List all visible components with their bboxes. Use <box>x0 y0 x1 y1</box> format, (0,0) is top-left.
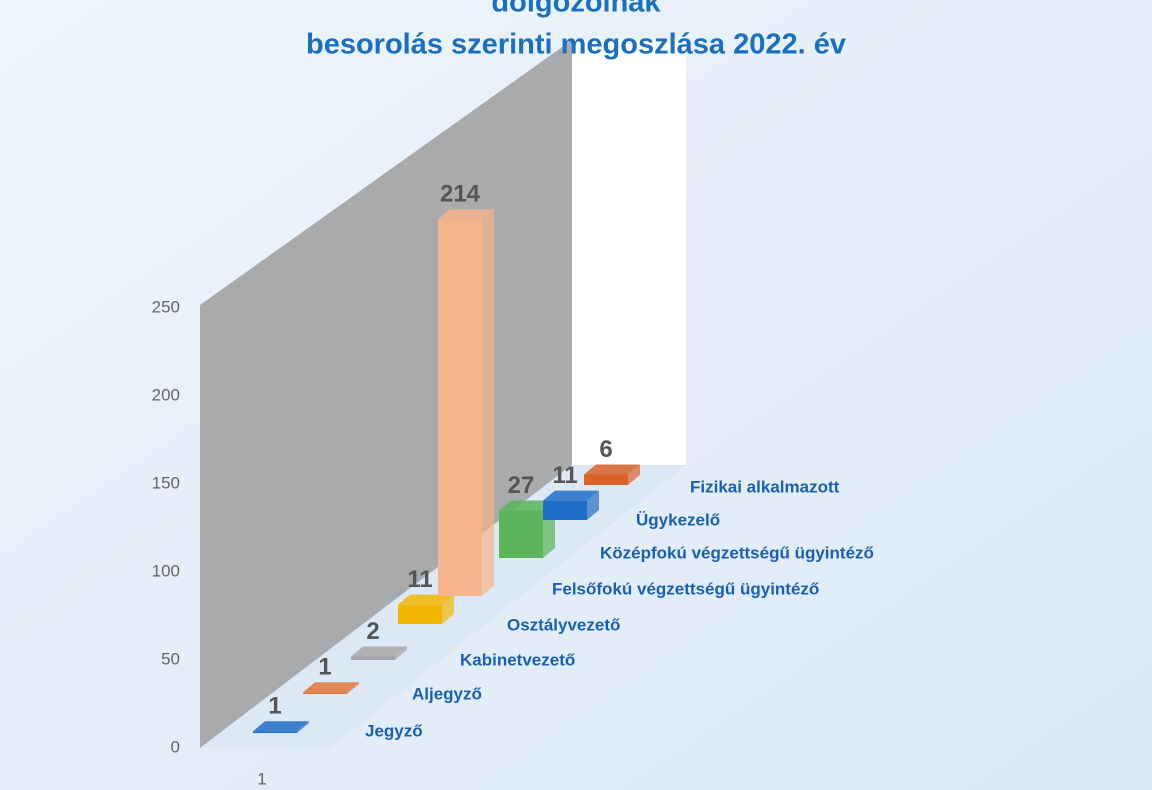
bar <box>584 474 628 485</box>
value-label: 11 <box>552 462 577 489</box>
chart-title: dolgozóinak <box>491 0 661 19</box>
category-label: Aljegyző <box>412 684 482 703</box>
bar-side <box>482 209 494 597</box>
bar <box>303 692 347 694</box>
value-label: 11 <box>407 566 432 593</box>
bar-top <box>253 721 309 732</box>
bar <box>543 500 587 520</box>
y-tick-label: 200 <box>152 385 180 404</box>
value-label: 2 <box>366 618 379 645</box>
category-label: Felsőfokú végzettségű ügyintéző <box>552 579 819 598</box>
x-axis-label: 1 <box>257 769 266 788</box>
value-label: 1 <box>318 654 331 681</box>
category-label: Kabinetvezető <box>460 650 575 669</box>
bar-top <box>438 209 494 220</box>
category-label: Ügykezelő <box>636 510 720 529</box>
bar-top <box>499 500 555 511</box>
y-tick-label: 100 <box>152 561 180 580</box>
bar-top <box>584 464 640 475</box>
value-label: 214 <box>440 181 481 208</box>
bar-side <box>297 721 309 733</box>
category-label: Osztályvezető <box>507 615 620 634</box>
bar <box>398 604 442 624</box>
bar-top <box>543 490 599 501</box>
bar-top <box>398 594 454 605</box>
bar <box>438 219 482 597</box>
bar-top <box>303 682 359 693</box>
bar-side <box>347 682 359 694</box>
category-label: Jegyző <box>365 721 423 740</box>
bar-side <box>442 594 454 624</box>
value-label: 27 <box>508 472 535 499</box>
value-label: 1 <box>268 693 281 720</box>
chart-subtitle: besorolás szerinti megoszlása 2022. év <box>306 29 846 61</box>
side-wall <box>572 40 686 465</box>
bar <box>499 510 543 558</box>
category-label: Középfokú végzettségű ügyintéző <box>600 543 874 562</box>
category-label: Fizikai alkalmazott <box>690 477 840 496</box>
y-tick-label: 150 <box>152 473 180 492</box>
bar-side <box>628 464 640 485</box>
bar-top <box>351 646 407 657</box>
bar <box>253 731 297 733</box>
bar-side <box>395 646 407 660</box>
y-tick-label: 50 <box>161 649 180 668</box>
bar <box>351 656 395 660</box>
y-tick-label: 0 <box>171 737 180 756</box>
value-label: 6 <box>599 436 612 463</box>
bar-side <box>587 490 599 520</box>
y-tick-label: 250 <box>152 297 180 316</box>
